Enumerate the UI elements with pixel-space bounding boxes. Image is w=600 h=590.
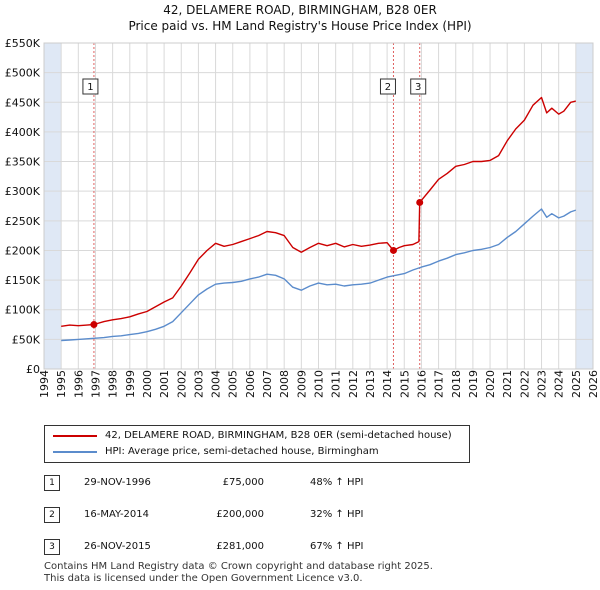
x-tick-label: 2021 — [501, 370, 514, 398]
x-tick-label: 2025 — [570, 370, 583, 398]
x-tick-label: 2008 — [278, 370, 291, 398]
x-tick-label: 2023 — [536, 370, 549, 398]
sale-price: £281,000 — [216, 541, 264, 552]
y-tick-label: £400K — [5, 126, 41, 139]
price-chart: £0 £50K £100K £150K £200K £250K £300K £350K £400… — [5, 37, 600, 398]
legend: 42, DELAMERE ROAD, BIRMINGHAM, B28 0ER (… — [44, 425, 470, 463]
y-tick-label: £100K — [5, 304, 41, 317]
x-tick-label: 2026 — [587, 370, 600, 398]
x-tick-label: 2015 — [398, 370, 411, 398]
sale-hpi-diff: 48% ↑ HPI — [310, 477, 364, 488]
x-tick-label: 2006 — [244, 370, 257, 398]
sale-number-badge: 1 — [44, 475, 60, 491]
y-tick-label: £50K — [12, 333, 41, 346]
y-tick-label: £450K — [5, 96, 41, 109]
x-tick-label: 1997 — [89, 370, 102, 398]
x-tick-label: 2004 — [210, 370, 223, 398]
y-tick-label: £150K — [5, 274, 41, 287]
x-tick-label: 2014 — [381, 370, 394, 398]
sale-price: £200,000 — [216, 509, 264, 520]
x-tick-label: 2013 — [364, 370, 377, 398]
sale-date: 16-MAY-2014 — [84, 509, 150, 520]
sale-point — [389, 246, 397, 254]
x-tick-label: 2009 — [295, 370, 308, 398]
x-tick-label: 2022 — [518, 370, 531, 398]
x-tick-label: 1994 — [38, 370, 51, 398]
x-tick-label: 2001 — [158, 370, 171, 398]
sale-number-box — [410, 78, 427, 95]
x-tick-label: 2020 — [484, 370, 497, 398]
sale-number-label: 2 — [385, 82, 391, 93]
chart-title: 42, DELAMERE ROAD, BIRMINGHAM, B28 0ER — [163, 3, 437, 17]
x-tick-label: 2010 — [313, 370, 326, 398]
x-tick-label: 2000 — [141, 370, 154, 398]
sale-date: 26-NOV-2015 — [84, 541, 151, 552]
x-tick-label: 2017 — [433, 370, 446, 398]
x-tick-label: 2018 — [450, 370, 463, 398]
x-tick-label: 2012 — [347, 370, 360, 398]
x-tick-label: 2024 — [553, 370, 566, 398]
y-tick-label: £500K — [5, 67, 41, 80]
legend-label-property: 42, DELAMERE ROAD, BIRMINGHAM, B28 0ER (… — [105, 430, 452, 441]
x-tick-label: 2019 — [467, 370, 480, 398]
x-tick-label: 2003 — [192, 370, 205, 398]
sale-number-box — [82, 78, 99, 95]
legend-swatch-hpi — [53, 451, 97, 453]
x-tick-label: 1996 — [72, 370, 85, 398]
x-tick-label: 2007 — [261, 370, 274, 398]
series-line-hpi — [61, 208, 577, 342]
x-tick-label: 1999 — [124, 370, 137, 398]
x-tick-label: 2005 — [227, 370, 240, 398]
chart-subtitle: Price paid vs. HM Land Registry's House … — [128, 19, 472, 33]
y-tick-label: £200K — [5, 244, 41, 257]
y-tick-label: £550K — [5, 37, 41, 50]
sale-date: 29-NOV-1996 — [84, 477, 151, 488]
sale-number-label: 1 — [87, 82, 93, 93]
sale-number-label: 3 — [415, 82, 421, 93]
sale-number-badge: 3 — [44, 539, 60, 555]
sale-number-box — [379, 78, 396, 95]
sale-hpi-diff: 67% ↑ HPI — [310, 541, 364, 552]
plot-border — [43, 42, 594, 370]
series-line-property — [61, 96, 576, 327]
sale-number-badge: 2 — [44, 507, 60, 523]
x-tick-label: 2016 — [415, 370, 428, 398]
x-tick-label: 1998 — [107, 370, 120, 398]
sale-point — [90, 321, 98, 329]
shaded-range — [575, 43, 593, 369]
x-tick-label: 1995 — [55, 370, 68, 398]
x-tick-label: 2011 — [330, 370, 343, 398]
y-tick-label: £250K — [5, 215, 41, 228]
sale-point — [416, 198, 424, 206]
legend-swatch-property — [53, 435, 97, 437]
y-tick-label: £0 — [26, 363, 40, 376]
x-tick-label: 2002 — [175, 370, 188, 398]
footer-copyright: Contains HM Land Registry data © Crown c… — [44, 561, 433, 572]
shaded-range — [44, 43, 62, 369]
legend-label-hpi: HPI: Average price, semi-detached house,… — [105, 446, 379, 457]
footer-licence: This data is licensed under the Open Gov… — [44, 573, 363, 584]
y-tick-label: £300K — [5, 185, 41, 198]
y-tick-label: £350K — [5, 156, 41, 169]
sale-hpi-diff: 32% ↑ HPI — [310, 509, 364, 520]
sale-price: £75,000 — [222, 477, 264, 488]
